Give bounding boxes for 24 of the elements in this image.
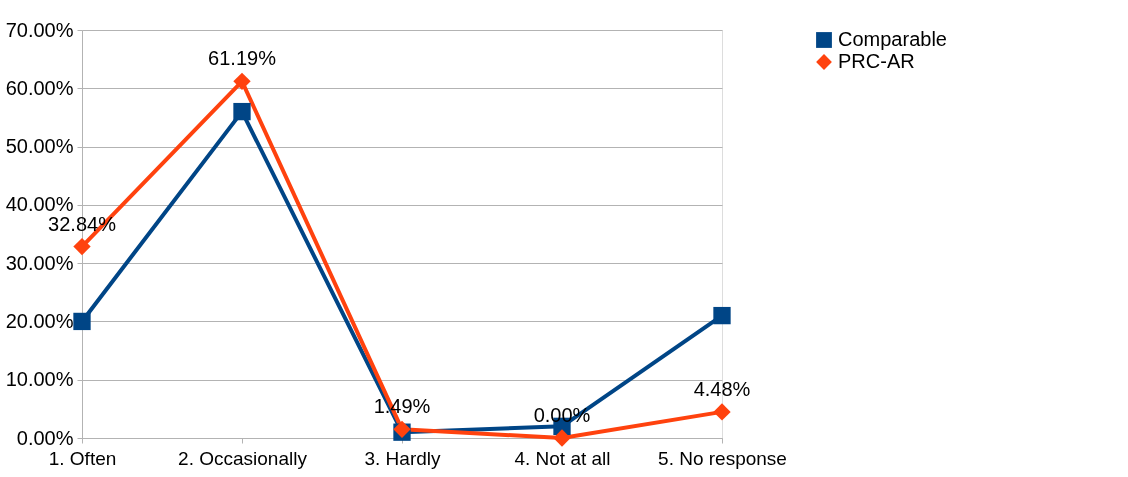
y-tick-label: 30.00% bbox=[5, 251, 74, 274]
data-label: 4.48% bbox=[693, 377, 751, 400]
data-label: 61.19% bbox=[208, 47, 277, 70]
y-tick-label: 10.00% bbox=[5, 368, 74, 391]
point bbox=[553, 429, 571, 447]
point bbox=[713, 306, 731, 325]
y-tick-label: 40.00% bbox=[5, 193, 74, 216]
y-tick-label: 60.00% bbox=[5, 76, 74, 99]
y-tick-label: 70.00% bbox=[5, 18, 74, 41]
y-tick-label: 50.00% bbox=[5, 135, 74, 158]
y-tick-label: 0.00% bbox=[16, 426, 74, 449]
x-tick-label: 4. Not at all bbox=[514, 447, 611, 469]
x-tick-label: 2. Occasionally bbox=[178, 447, 308, 469]
x-tick-label: 5. No response bbox=[658, 447, 787, 469]
point bbox=[73, 237, 91, 256]
legend-label: Comparable bbox=[838, 28, 947, 50]
point bbox=[233, 72, 251, 91]
point bbox=[233, 102, 251, 121]
x-tick-label: 1. Often bbox=[48, 447, 117, 469]
legend-label: PRC-AR bbox=[838, 50, 915, 72]
point bbox=[713, 403, 731, 421]
x-tick-label: 3. Hardly bbox=[364, 447, 442, 469]
point bbox=[73, 312, 91, 331]
y-tick-label: 20.00% bbox=[5, 309, 74, 332]
